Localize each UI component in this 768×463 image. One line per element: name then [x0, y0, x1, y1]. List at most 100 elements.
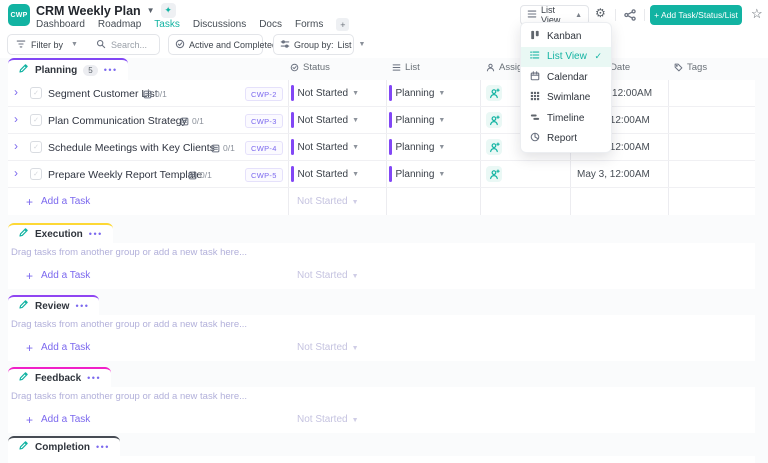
due-date-cell[interactable]: May 3, 12:00AM	[577, 168, 650, 180]
group-task-count: 5	[83, 64, 98, 76]
group-name: Planning	[35, 64, 78, 76]
search-input[interactable]	[110, 39, 183, 50]
task-name[interactable]: Prepare Weekly Report Template	[48, 169, 203, 181]
group-menu-button[interactable]: •••	[75, 300, 90, 311]
nav-docs[interactable]: Docs	[259, 19, 282, 30]
expand-chevron-icon[interactable]: ›	[14, 139, 18, 153]
expand-chevron-icon[interactable]: ›	[14, 112, 18, 126]
menu-item-calendar[interactable]: Calendar	[521, 67, 611, 88]
menu-item-report[interactable]: Report	[521, 129, 611, 150]
list-cell[interactable]: Planning ▼	[389, 161, 445, 187]
task-checkbox[interactable]: ✓	[30, 114, 42, 126]
task-row: › ✓ Segment Customer List 0/1 CWP-2 Not …	[8, 80, 755, 107]
group-tab-feedback[interactable]: Feedback •••	[8, 367, 112, 387]
group-menu-button[interactable]: •••	[103, 64, 118, 75]
top-bar: CWP CRM Weekly Plan ▼ ✦ Dashboard Roadma…	[0, 0, 768, 31]
filter-funnel-icon[interactable]	[16, 39, 26, 51]
status-cell[interactable]: Not Started ▼	[291, 161, 359, 187]
menu-item-timeline[interactable]: Timeline	[521, 108, 611, 129]
group-by-value: List	[337, 39, 352, 50]
plus-icon: +	[26, 340, 34, 355]
ghost-status-dropdown[interactable]: Not Started ▼	[297, 414, 359, 425]
title-row: CRM Weekly Plan ▼ ✦	[36, 3, 176, 18]
status-cell[interactable]: Not Started ▼	[291, 80, 359, 106]
task-checkbox[interactable]: ✓	[30, 141, 42, 153]
menu-item-kanban[interactable]: Kanban	[521, 26, 611, 47]
column-header-assignee[interactable]: Assignee	[486, 62, 538, 73]
swimlane-grid-icon	[530, 91, 540, 104]
status-filter-button[interactable]: Active and Completed ▼	[168, 34, 291, 55]
nav-roadmap[interactable]: Roadmap	[97, 19, 142, 30]
group-by-button[interactable]: Group by: List ▼	[273, 34, 365, 55]
task-name[interactable]: Plan Communication Strategy	[48, 115, 187, 127]
group-tab-planning[interactable]: Planning 5 •••	[8, 58, 128, 80]
add-task-button[interactable]: Add a Task	[41, 414, 91, 425]
expand-chevron-icon[interactable]: ›	[14, 166, 18, 180]
group-header-execution: Execution •••	[8, 223, 755, 243]
status-cell[interactable]: Not Started ▼	[291, 107, 359, 133]
column-header-list[interactable]: List	[392, 62, 420, 73]
assignee-add-button[interactable]	[486, 134, 502, 160]
list-pencil-icon	[18, 438, 29, 456]
add-task-button[interactable]: Add a Task	[41, 342, 91, 353]
nav-discussions[interactable]: Discussions	[192, 19, 247, 30]
ai-sparkle-button[interactable]: ✦	[160, 3, 176, 18]
nav-dashboard[interactable]: Dashboard	[36, 19, 85, 30]
task-checkbox[interactable]: ✓	[30, 168, 42, 180]
plus-icon: +	[26, 412, 34, 427]
menu-item-list-view[interactable]: List View ✓	[521, 46, 611, 67]
column-header-tags[interactable]: Tags	[674, 62, 707, 73]
list-pencil-icon	[18, 297, 29, 315]
group-tab-execution[interactable]: Execution •••	[8, 223, 113, 243]
add-task-row: + Add a Task Not Started ▼	[8, 406, 755, 433]
group-tab-review[interactable]: Review •••	[8, 295, 100, 315]
group-header-completion: Completion •••	[8, 436, 755, 456]
group-name: Completion	[35, 441, 90, 453]
status-cell[interactable]: Not Started ▼	[291, 134, 359, 160]
list-cell[interactable]: Planning ▼	[389, 80, 445, 106]
due-date-cell[interactable]: May 2, 12:00AM	[577, 141, 650, 153]
assignee-add-button[interactable]	[486, 80, 502, 106]
task-name[interactable]: Segment Customer List	[48, 88, 158, 100]
ghost-status-dropdown[interactable]: Not Started ▼	[297, 270, 359, 281]
group-menu-button[interactable]: •••	[96, 441, 110, 452]
list-cell[interactable]: Planning ▼	[389, 107, 445, 133]
due-date-cell[interactable]: May 1, 12:00AM	[577, 114, 650, 126]
assignee-add-button[interactable]	[486, 107, 502, 133]
group-tab-completion[interactable]: Completion •••	[8, 436, 120, 456]
due-date-cell[interactable]: Apr 30, 12:00AM	[577, 87, 653, 99]
view-switcher-label: List View	[541, 5, 561, 25]
share-icon[interactable]	[624, 9, 636, 23]
task-row: › ✓ Prepare Weekly Report Template 0/1 C…	[8, 161, 755, 188]
chevron-up-icon: ▲	[575, 11, 582, 19]
title-chevron-down-icon[interactable]: ▼	[146, 6, 155, 15]
nav-forms[interactable]: Forms	[295, 19, 324, 30]
check-icon: ✓	[594, 51, 602, 62]
ghost-status-dropdown[interactable]: Not Started ▼	[297, 196, 359, 207]
nav-tasks[interactable]: Tasks	[154, 19, 180, 30]
group-menu-button[interactable]: •••	[88, 228, 103, 239]
group-settings-icon	[280, 39, 290, 51]
group-menu-button[interactable]: •••	[87, 372, 102, 383]
add-task-button[interactable]: Add a Task	[41, 196, 91, 207]
calendar-icon	[530, 71, 540, 84]
menu-item-swimlane[interactable]: Swimlane	[521, 88, 611, 109]
task-checkbox[interactable]: ✓	[30, 87, 42, 99]
expand-chevron-icon[interactable]: ›	[14, 85, 18, 99]
favorite-star-icon[interactable]: ☆	[751, 6, 763, 21]
add-task-button[interactable]: Add a Task	[41, 270, 91, 281]
column-header-status[interactable]: Status	[290, 62, 330, 73]
add-task-row: + Add a Task Not Started ▼	[8, 334, 755, 361]
task-name[interactable]: Schedule Meetings with Key Clients	[48, 142, 215, 154]
add-view-tab-button[interactable]: +	[336, 18, 350, 31]
assignee-add-button[interactable]	[486, 161, 502, 187]
add-task-status-list-button[interactable]: + Add Task/Status/List	[650, 5, 742, 25]
list-cell[interactable]: Planning ▼	[389, 134, 445, 160]
settings-gear-icon[interactable]: ⚙	[595, 6, 606, 20]
workspace-nav: Dashboard Roadmap Tasks Discussions Docs…	[36, 18, 350, 31]
subtask-count: 0/1	[188, 170, 212, 180]
execution-task-list: Drag tasks from another group or add a n…	[8, 243, 755, 289]
task-id-badge: CWP-2	[245, 87, 283, 101]
filter-by-button[interactable]: Filter by	[31, 39, 64, 50]
ghost-status-dropdown[interactable]: Not Started ▼	[297, 342, 359, 353]
